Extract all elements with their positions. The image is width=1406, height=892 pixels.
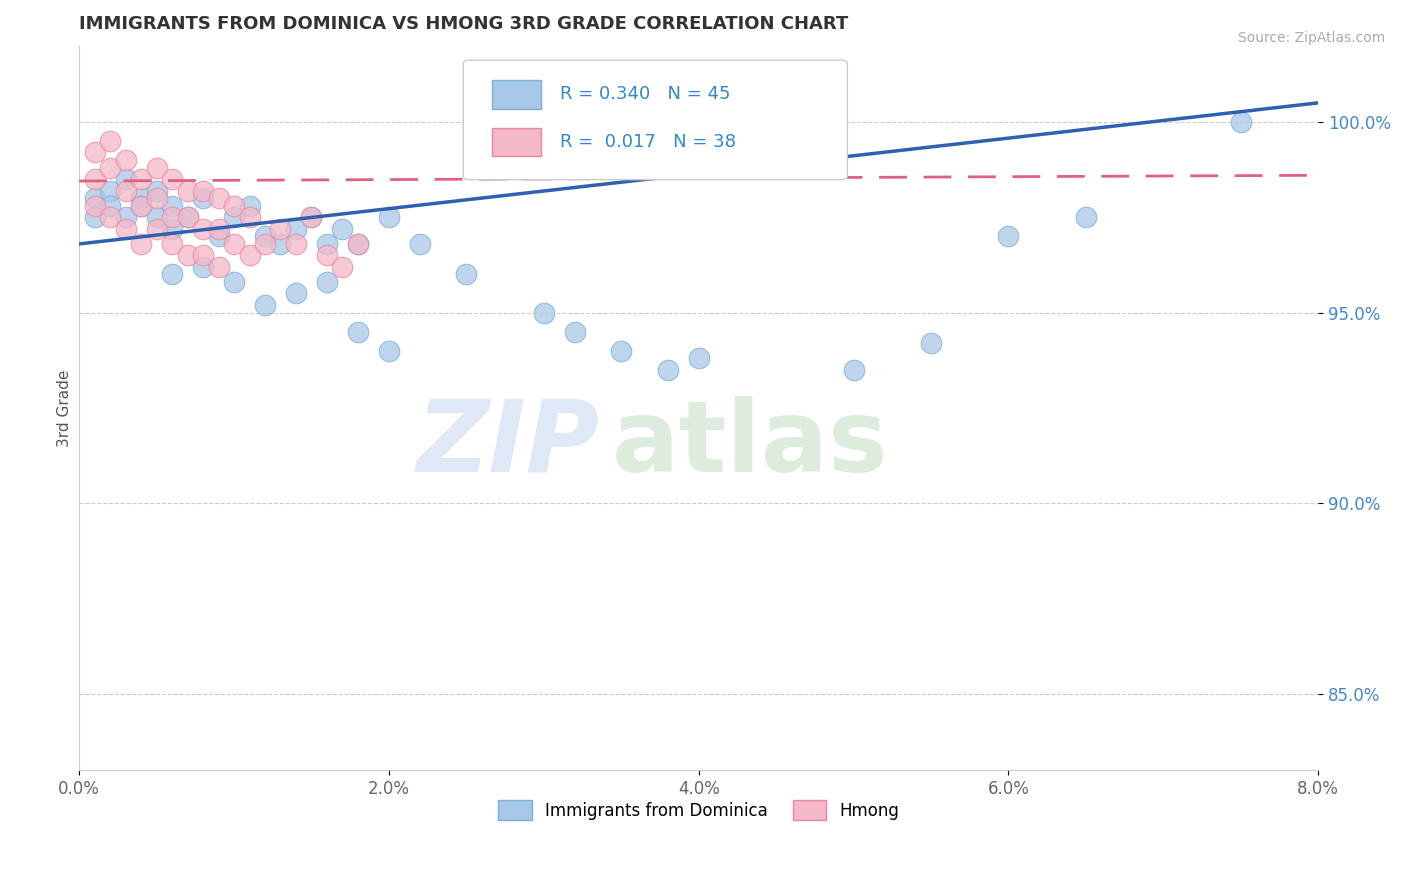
Point [176,211,198,225]
Point [145,221,167,235]
Point [688,351,710,366]
Point [332,260,354,274]
Legend: Immigrants from Dominica, Hmong: Immigrants from Dominica, Hmong [492,793,905,827]
Point [564,325,586,339]
Point [160,236,183,251]
Point [207,260,229,274]
Point [207,229,229,244]
Point [129,199,152,213]
Point [657,362,679,376]
Point [378,343,401,358]
Point [316,248,339,262]
Point [83,145,105,160]
Point [160,221,183,235]
Text: IMMIGRANTS FROM DOMINICA VS HMONG 3RD GRADE CORRELATION CHART: IMMIGRANTS FROM DOMINICA VS HMONG 3RD GR… [79,15,848,33]
Point [347,236,370,251]
Point [301,211,323,225]
Point [1074,211,1097,225]
Point [98,134,121,148]
Point [176,184,198,198]
Point [1230,115,1253,129]
Point [285,221,308,235]
Point [207,191,229,205]
Point [253,298,276,312]
Point [98,184,121,198]
Point [316,236,339,251]
Point [316,275,339,289]
Point [222,236,245,251]
Point [145,161,167,175]
Point [222,275,245,289]
Point [191,221,214,235]
Point [114,184,136,198]
Point [285,236,308,251]
Point [114,153,136,167]
Point [114,211,136,225]
Point [191,248,214,262]
Point [269,236,291,251]
Point [145,211,167,225]
Point [83,191,105,205]
Point [83,199,105,213]
Point [114,172,136,186]
Point [409,236,432,251]
Point [842,362,865,376]
Point [222,211,245,225]
Point [129,191,152,205]
Point [98,199,121,213]
Point [997,229,1019,244]
Point [347,236,370,251]
FancyBboxPatch shape [492,128,541,156]
Point [160,199,183,213]
Point [176,248,198,262]
Point [160,172,183,186]
Text: R =  0.017   N = 38: R = 0.017 N = 38 [560,133,735,151]
Point [238,211,260,225]
Point [129,199,152,213]
Point [332,221,354,235]
Text: ZIP: ZIP [416,395,599,492]
Point [191,260,214,274]
FancyBboxPatch shape [463,60,848,179]
Point [347,325,370,339]
Text: R = 0.340   N = 45: R = 0.340 N = 45 [560,86,730,103]
Point [145,191,167,205]
Point [145,184,167,198]
Point [98,161,121,175]
Point [238,199,260,213]
Point [129,172,152,186]
Point [160,211,183,225]
Point [207,221,229,235]
Point [191,184,214,198]
Point [378,211,401,225]
Point [253,229,276,244]
Point [610,343,633,358]
Point [129,236,152,251]
Point [920,336,942,351]
Point [83,172,105,186]
Point [160,268,183,282]
Y-axis label: 3rd Grade: 3rd Grade [58,369,72,447]
Point [176,211,198,225]
Point [222,199,245,213]
Point [456,268,478,282]
Point [533,305,555,319]
Point [191,191,214,205]
Text: atlas: atlas [612,395,889,492]
Point [269,221,291,235]
Text: Source: ZipAtlas.com: Source: ZipAtlas.com [1237,31,1385,45]
Point [253,236,276,251]
FancyBboxPatch shape [492,79,541,109]
Point [301,211,323,225]
Point [285,286,308,301]
Point [114,221,136,235]
Point [83,211,105,225]
Point [98,211,121,225]
Point [238,248,260,262]
